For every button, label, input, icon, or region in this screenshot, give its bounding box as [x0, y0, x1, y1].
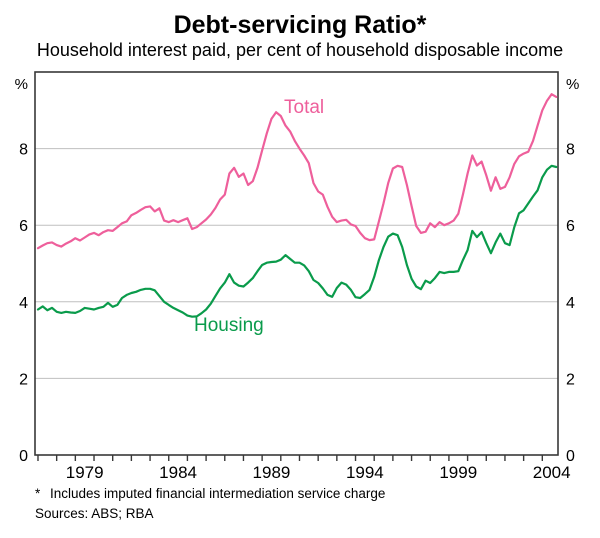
y-axis-unit-right: % — [566, 76, 579, 93]
sources-note: Sources: ABS; RBA — [35, 506, 154, 521]
y-tick-label-right: 6 — [566, 218, 575, 235]
y-tick-label-left: 2 — [19, 371, 28, 388]
y-tick-label-right: 8 — [566, 142, 575, 159]
chart-title: Debt-servicing Ratio* — [173, 11, 427, 39]
x-tick-label: 1979 — [66, 463, 104, 482]
x-tick-label: 1989 — [253, 463, 291, 482]
y-tick-label-left: 6 — [19, 218, 28, 235]
y-tick-label-left: 4 — [19, 295, 28, 312]
series-line-total — [36, 93, 558, 250]
y-tick-label-right: 4 — [566, 295, 575, 312]
series-label-total: Total — [284, 97, 325, 118]
y-tick-label-left: 0 — [19, 448, 28, 465]
x-tick-label: 1984 — [159, 463, 197, 482]
y-tick-label-right: 0 — [566, 448, 575, 465]
y-axis-unit-left: % — [15, 76, 28, 93]
x-tick-label: 1994 — [346, 463, 384, 482]
x-tick-label: 2004 — [533, 463, 571, 482]
x-tick-label: 1999 — [439, 463, 477, 482]
y-tick-label-right: 2 — [566, 371, 575, 388]
series-label-housing: Housing — [194, 315, 264, 336]
footnote-marker: * — [35, 486, 41, 501]
footnote: * Includes imputed financial intermediati… — [35, 486, 385, 501]
chart-subtitle: Household interest paid, per cent of hou… — [36, 40, 564, 60]
plot-frame — [34, 71, 559, 456]
footnote-text: Includes imputed financial intermediatio… — [50, 486, 386, 501]
series-line-housing — [36, 164, 558, 318]
y-tick-label-left: 8 — [19, 142, 28, 159]
